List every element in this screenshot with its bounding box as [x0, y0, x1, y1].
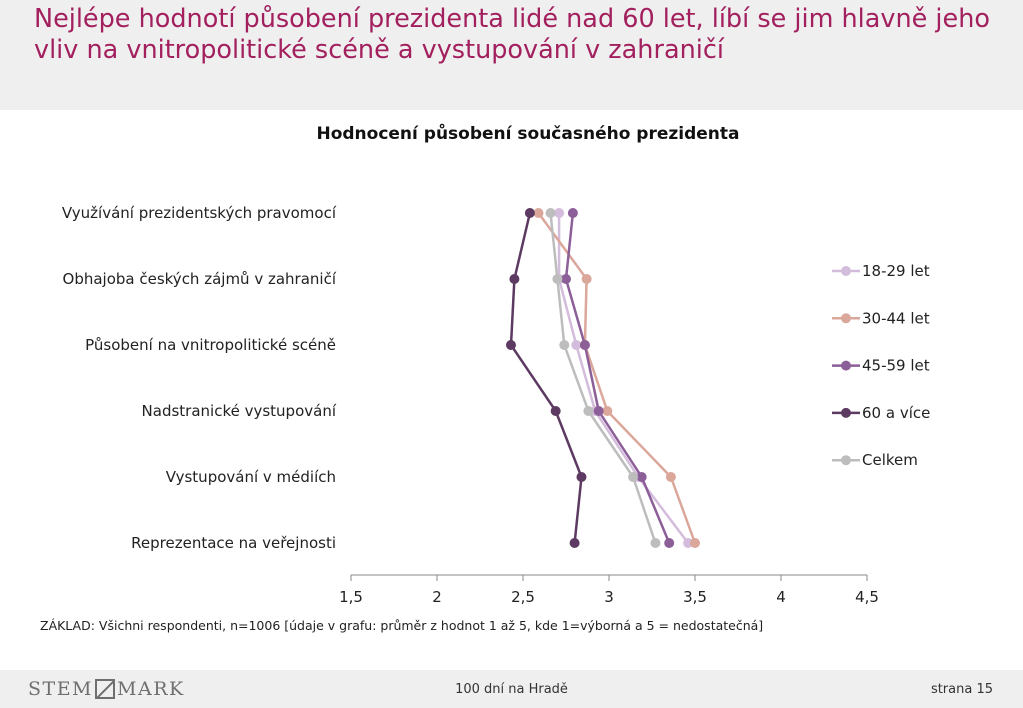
legend-label: 30-44 let [862, 309, 930, 327]
data-point [524, 208, 535, 218]
logo-text-left: STEM [28, 678, 94, 700]
data-point [579, 340, 590, 350]
x-tick-label: 1,5 [339, 588, 363, 606]
legend-swatch-marker [841, 455, 851, 466]
data-point [628, 472, 639, 482]
stemmark-box-icon [95, 679, 116, 699]
data-point [545, 208, 556, 218]
data-point [571, 340, 582, 350]
data-point [552, 274, 563, 284]
data-point [550, 406, 561, 416]
data-point [665, 472, 676, 482]
data-point [554, 208, 565, 218]
category-label: Nadstranické vystupování [142, 402, 337, 420]
series-layer [505, 208, 700, 548]
legend-label: 18-29 let [862, 262, 930, 280]
series-line [549, 212, 657, 544]
legend-item: 60 a více [832, 404, 930, 422]
slide-headline: Nejlépe hodnotí působení prezidenta lidé… [34, 4, 990, 65]
data-point [650, 538, 661, 548]
header-band: Nejlépe hodnotí působení prezidenta lidé… [0, 0, 1023, 110]
x-tick-label: 3,5 [683, 588, 707, 606]
data-point [683, 538, 694, 548]
data-point [533, 208, 544, 218]
legend-swatch-marker [841, 407, 851, 418]
series-30-44-let [533, 208, 700, 548]
category-label: Vystupování v médiích [166, 468, 336, 486]
category-label: Využívání prezidentských pravomocí [62, 204, 337, 222]
data-point [509, 274, 520, 284]
category-labels: Využívání prezidentských pravomocí Obhajo… [62, 204, 337, 552]
series-celkem [545, 208, 661, 548]
category-label: Působení na vnitropolitické scéně [85, 336, 336, 354]
logo-text-right: MARK [117, 678, 185, 700]
series-60-a-v-ce [505, 208, 587, 548]
series-18-29-let [554, 208, 694, 548]
x-tick-label: 4,5 [855, 588, 879, 606]
category-label: Reprezentace na veřejnosti [131, 534, 336, 552]
x-tick-label: 2 [432, 588, 442, 606]
series-45-59-let [561, 208, 675, 548]
data-point [690, 538, 700, 548]
data-point [583, 406, 594, 416]
x-axis: 1,5 2 2,5 3 3,5 4 4,5 [339, 574, 879, 606]
data-point [569, 538, 580, 548]
page-number: strana 15 [930, 682, 993, 697]
legend-item: 30-44 let [832, 309, 930, 327]
legend-item: 18-29 let [832, 262, 930, 280]
series-line [557, 213, 690, 544]
line-chart: Hodnocení působení současného prezidenta… [62, 122, 930, 606]
data-point [593, 406, 604, 416]
x-tick-label: 3 [604, 588, 614, 606]
legend-swatch-marker [841, 313, 851, 324]
legend-label: Celkem [862, 451, 918, 469]
legend: 18-29 let 30-44 let 45-59 let 60 a více Celk… [832, 262, 930, 469]
data-point [664, 538, 675, 548]
legend-label: 45-59 let [862, 357, 930, 375]
footer: STEM MARK 100 dní na Hradě strana 15 [0, 670, 1023, 708]
series-line [564, 212, 671, 544]
chart-title: Hodnocení působení současného prezidenta [316, 122, 739, 144]
footer-title: 100 dní na Hradě [455, 682, 568, 697]
data-point [505, 340, 516, 350]
legend-swatch-marker [841, 266, 851, 276]
data-point [602, 406, 613, 416]
legend-item: Celkem [832, 451, 918, 469]
stemmark-logo: STEM MARK [28, 678, 185, 700]
data-point [559, 340, 570, 350]
x-tick-label: 2,5 [511, 588, 535, 606]
data-point [567, 208, 578, 218]
legend-label: 60 a více [862, 404, 930, 422]
legend-item: 45-59 let [832, 357, 930, 375]
data-point [581, 274, 592, 284]
base-note: ZÁKLAD: Všichni respondenti, n=1006 [úda… [40, 618, 764, 633]
x-tick-label: 4 [776, 588, 786, 606]
series-line [537, 212, 697, 544]
legend-swatch-marker [841, 360, 851, 371]
data-point [576, 472, 587, 482]
series-line [509, 212, 583, 544]
data-point [561, 274, 571, 284]
category-label: Obhajoba českých zájmů v zahraničí [63, 270, 337, 288]
data-point [636, 472, 647, 482]
